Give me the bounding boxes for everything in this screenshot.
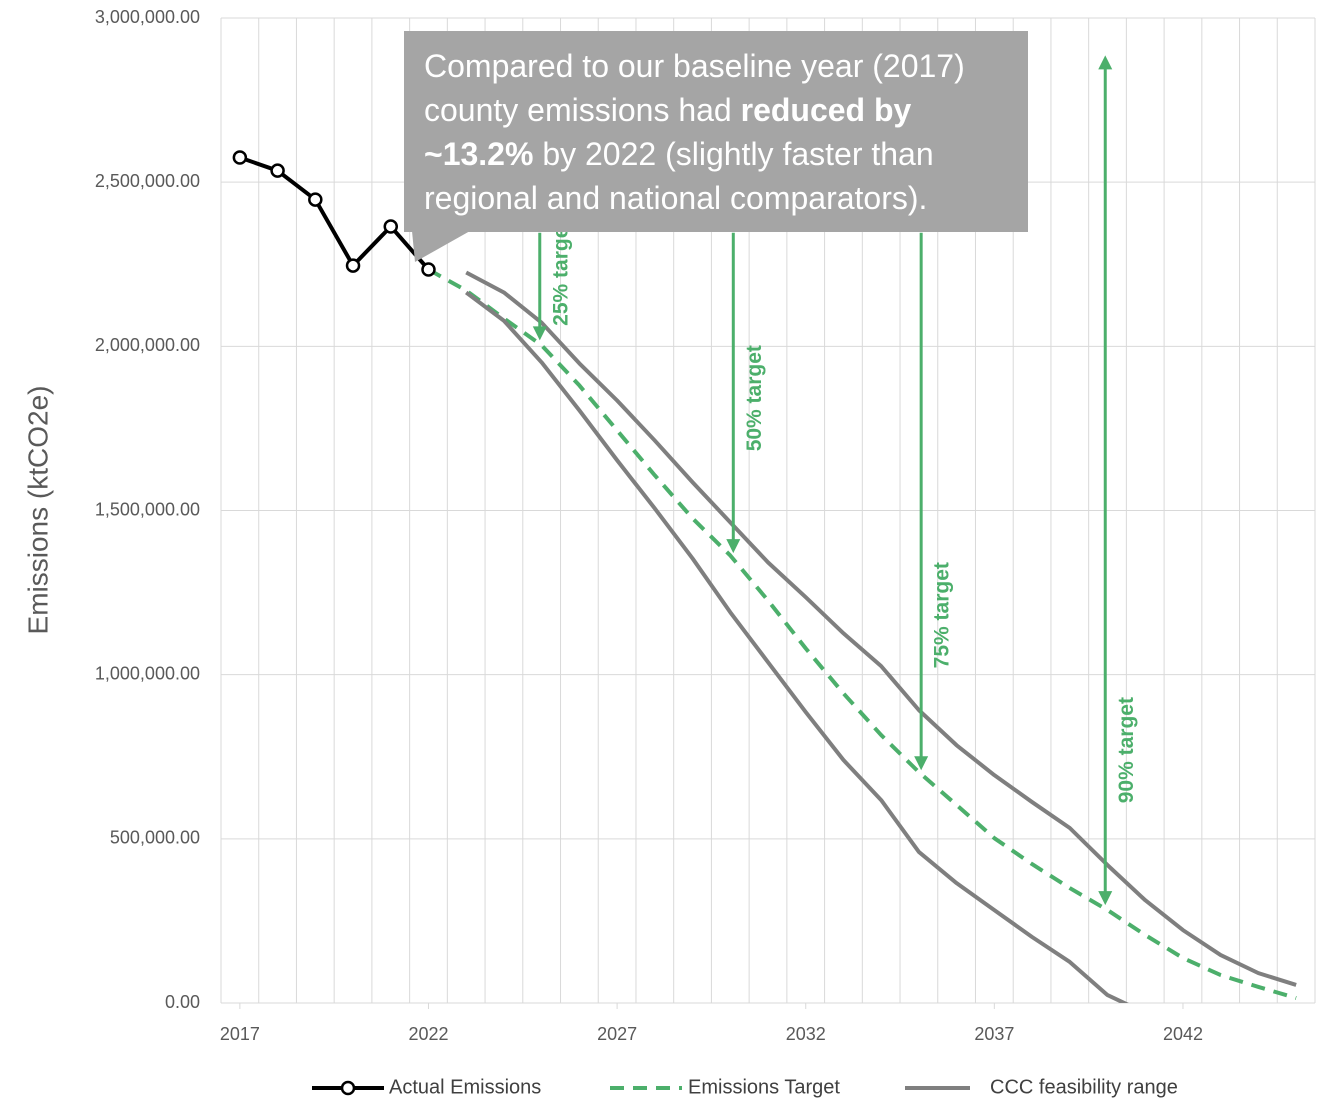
callout-part: reduced by ~13.2% <box>424 92 912 172</box>
x-tick-label: 2017 <box>220 1024 260 1044</box>
legend-label: Emissions Target <box>688 1076 840 1098</box>
y-tick-label: 1,500,000.00 <box>95 499 200 519</box>
legend-marker <box>340 1080 356 1096</box>
series-line <box>427 267 1297 1000</box>
x-tick-label: 2027 <box>597 1024 637 1044</box>
x-tick-label: 2032 <box>786 1024 826 1044</box>
y-tick-label: 3,000,000.00 <box>95 7 200 27</box>
x-tick-label: 2022 <box>408 1024 448 1044</box>
y-axis-title: Emissions (ktCO2e) <box>22 386 53 635</box>
y-tick-label: 0.00 <box>165 992 200 1012</box>
arrow-head <box>532 326 547 341</box>
arrow-head <box>1098 891 1113 906</box>
y-tick-label: 2,500,000.00 <box>95 171 200 191</box>
target-label: 25% target <box>549 220 572 326</box>
plot-area <box>239 155 1297 1003</box>
data-point <box>421 262 436 277</box>
data-point <box>308 192 323 207</box>
y-tick-label: 2,000,000.00 <box>95 335 200 355</box>
legend: Actual Emissions Emissions Target CCC feas… <box>312 1076 1178 1098</box>
callout-part: by 2022 (slightly faster than regional a… <box>424 136 934 216</box>
target-label: 50% target <box>743 345 766 451</box>
legend-label: CCC feasibility range <box>990 1076 1178 1098</box>
x-tick-label: 2042 <box>1163 1024 1203 1044</box>
y-tick-label: 1,000,000.00 <box>95 663 200 683</box>
data-point <box>383 219 399 234</box>
callout-part: Compared to our baseline year (2017) cou… <box>424 48 965 128</box>
target-label: 90% target <box>1115 697 1138 803</box>
y-tick-label: 500,000.00 <box>110 828 200 848</box>
callout-text: Compared to our baseline year (2017) cou… <box>424 44 1014 220</box>
range-lower-line <box>465 290 1129 1003</box>
callout-pointer <box>412 231 470 262</box>
legend-label: Actual Emissions <box>389 1076 541 1098</box>
data-point <box>345 258 361 273</box>
range-upper-line <box>465 270 1297 987</box>
data-point <box>270 163 285 178</box>
arrow-head <box>1098 55 1113 70</box>
target-label: 75% target <box>931 562 954 668</box>
data-point <box>232 150 248 165</box>
arrow-head <box>726 539 741 554</box>
arrow-head <box>914 756 929 771</box>
callout-box <box>404 31 1028 232</box>
x-tick-label: 2037 <box>974 1024 1014 1044</box>
